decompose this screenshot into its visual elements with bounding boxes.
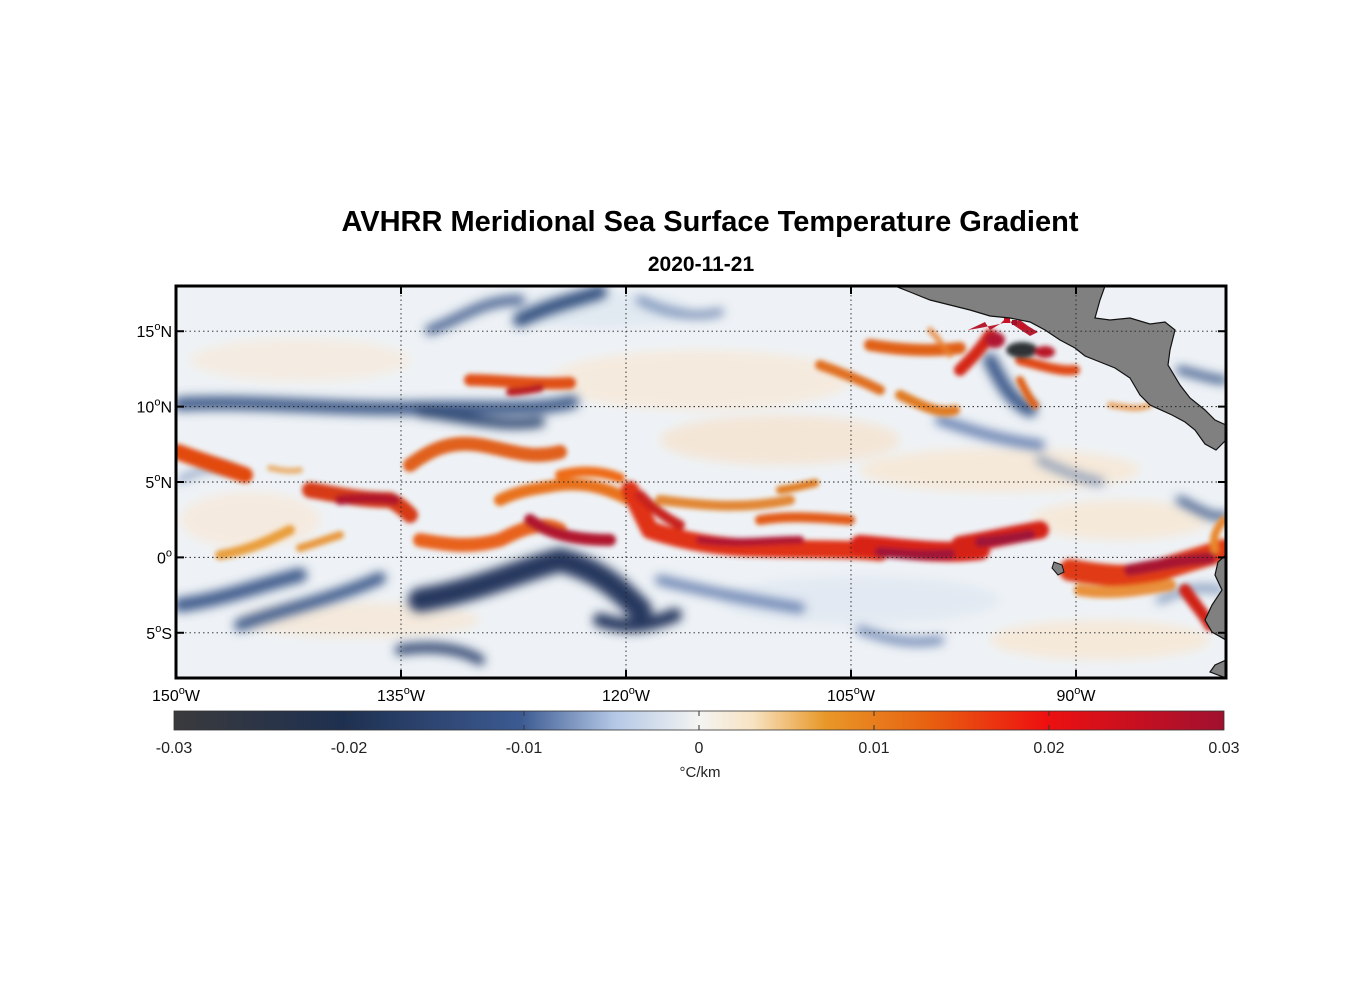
colorbar-tick-label: -0.03	[155, 740, 193, 757]
lon-tick-label: 120oW	[602, 685, 651, 705]
colorbar-unit: °C/km	[679, 764, 721, 781]
chart-title: AVHRR Meridional Sea Surface Temperature…	[341, 206, 1079, 238]
land-central-america	[894, 286, 1226, 451]
colorbar-tick-label: 0	[694, 740, 704, 757]
lon-tick-label: 135oW	[377, 685, 426, 705]
lat-tick-label: 5oN	[145, 472, 172, 492]
colorbar-ticks	[348, 711, 1050, 730]
lon-tick-label: 150oW	[152, 685, 201, 705]
colorbar-tick-label: -0.01	[505, 740, 543, 757]
lat-tick-label: 5oS	[146, 623, 172, 643]
lat-tick-label: 15oN	[137, 321, 172, 341]
lon-tick-label: 105oW	[827, 685, 876, 705]
colorbar-tick-label: 0.02	[1033, 740, 1065, 757]
lat-tick-label: 0o	[157, 547, 172, 567]
axis-tick-labels: 15oN 10oN 5oN 0o 5oS 150oW 135oW 120oW 105oW 90oW	[137, 321, 1097, 705]
colorbar-tick-label: -0.02	[330, 740, 368, 757]
colorbar-tick-label: 0.03	[1208, 740, 1240, 757]
galapagos	[1051, 561, 1065, 576]
map-field	[176, 286, 1226, 678]
land-south-america	[1204, 554, 1226, 641]
axis-ticks	[175, 286, 1226, 678]
colorbar-tick-label: 0.01	[858, 740, 890, 757]
lat-tick-label: 10oN	[137, 397, 172, 417]
chart-subtitle: 2020-11-21	[647, 253, 755, 276]
lon-tick-label: 90oW	[1056, 685, 1096, 705]
